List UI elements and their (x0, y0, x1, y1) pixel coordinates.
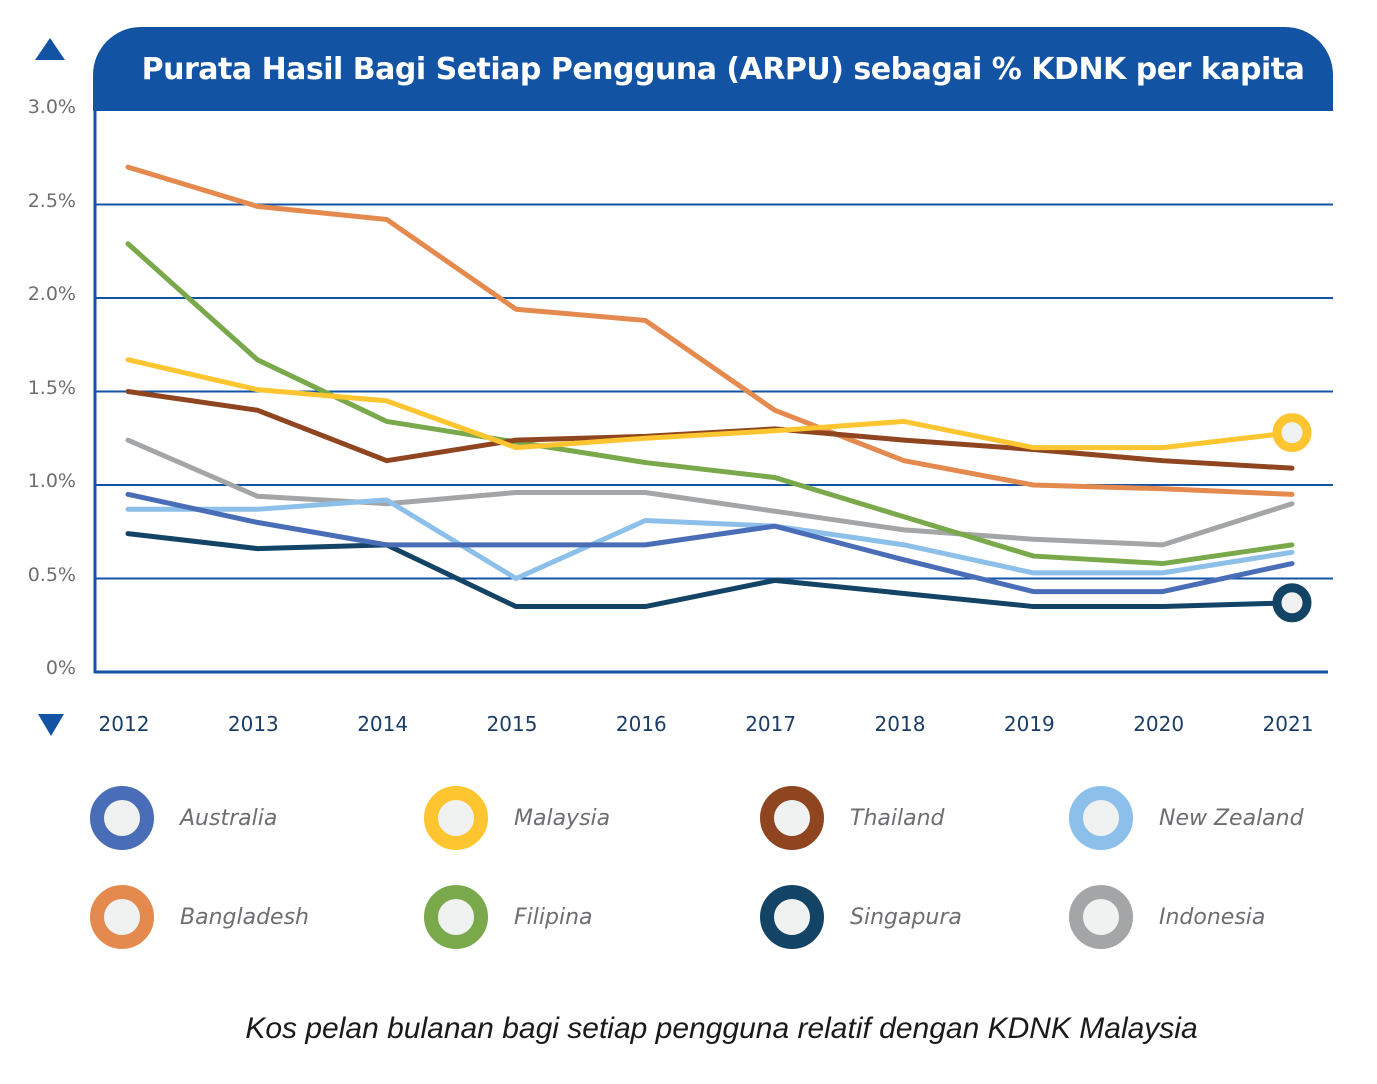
legend-ring-icon (760, 885, 824, 949)
y-tick-label: 0% (45, 657, 76, 679)
axes (93, 108, 1328, 674)
x-tick-label: 2015 (486, 712, 538, 736)
legend-item-bangladesh: Bangladesh (90, 885, 309, 949)
legend-ring-icon (424, 885, 488, 949)
legend-label: Australia (180, 805, 278, 831)
series-line-australia (125, 491, 1295, 595)
y-tick-label: 1.5% (27, 376, 76, 399)
chart-title-banner: Purata Hasil Bagi Setiap Pengguna (ARPU)… (93, 27, 1333, 111)
legend-ring-icon (760, 786, 824, 850)
chart-caption: Kos pelan bulanan bagi setiap pengguna r… (245, 1012, 1198, 1045)
legend-item-filipina: Filipina (424, 885, 593, 949)
legend: Australia Malaysia Thailand New Zealand Bang… (0, 780, 1377, 980)
x-tick-label: 2020 (1133, 712, 1185, 736)
x-tick-label: 2012 (98, 712, 150, 736)
legend-item-new-zealand: New Zealand (1069, 786, 1304, 850)
x-tick-label: 2021 (1262, 712, 1314, 736)
legend-label: Bangladesh (180, 904, 309, 930)
y-tick-label: 2.0% (27, 283, 76, 305)
series-line-bangladesh (125, 164, 1295, 497)
legend-ring-icon (1069, 885, 1133, 949)
y-tick-label: 2.5% (27, 189, 76, 212)
end-marker-singapura (1272, 583, 1312, 623)
series-line-malaysia (125, 357, 1295, 451)
y-tick-label: 1.0% (27, 470, 76, 492)
triangle-up-icon (35, 38, 65, 60)
series-lines (125, 164, 1295, 610)
legend-label: Thailand (850, 805, 945, 831)
legend-label: New Zealand (1159, 805, 1304, 831)
legend-label: Filipina (514, 904, 593, 930)
end-marker-malaysia (1272, 413, 1312, 453)
legend-ring-icon (424, 786, 488, 850)
series-line-filipina (125, 241, 1295, 567)
legend-item-singapura: Singapura (760, 885, 962, 949)
series-line-singapura (125, 531, 1295, 610)
legend-item-thailand: Thailand (760, 786, 944, 850)
legend-item-australia: Australia (90, 786, 277, 850)
x-tick-label: 2016 (615, 712, 667, 736)
triangle-down-icon (38, 714, 64, 736)
y-tick-label: 3.0% (27, 96, 76, 118)
x-tick-label: 2014 (357, 712, 409, 736)
legend-label: Malaysia (514, 805, 611, 831)
series-line-new-zealand (125, 497, 1295, 581)
series-line-thailand (125, 389, 1295, 471)
x-tick-label: 2019 (1003, 712, 1055, 736)
x-tick-label: 2017 (745, 712, 797, 736)
legend-item-malaysia: Malaysia (424, 786, 610, 850)
legend-label: Singapura (850, 904, 962, 930)
x-tick-label: 2018 (874, 712, 926, 736)
legend-ring-icon (1069, 786, 1133, 850)
legend-ring-icon (90, 786, 154, 850)
end-markers (1272, 413, 1312, 623)
chart-title: Purata Hasil Bagi Setiap Pengguna (ARPU)… (141, 51, 1305, 87)
legend-label: Indonesia (1159, 904, 1266, 930)
y-tick-label: 0.5% (27, 563, 76, 586)
legend-item-indonesia: Indonesia (1069, 885, 1265, 949)
legend-ring-icon (90, 885, 154, 949)
x-tick-label: 2013 (227, 712, 279, 736)
series-line-indonesia (125, 437, 1295, 548)
